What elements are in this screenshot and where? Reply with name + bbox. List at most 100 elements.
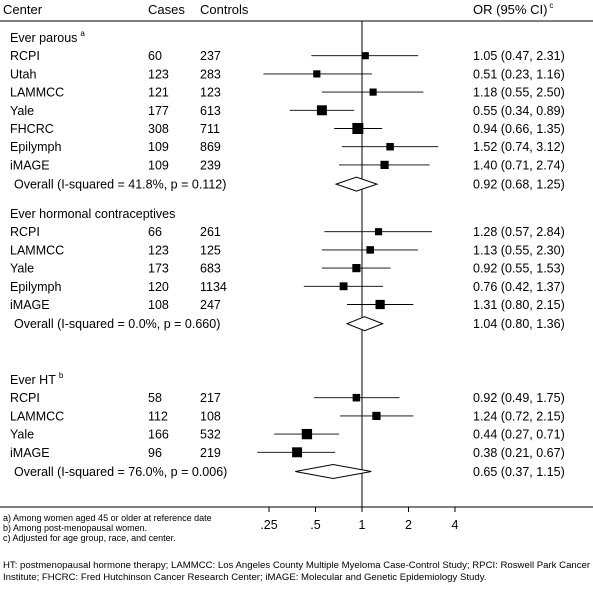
point-estimate (352, 123, 364, 134)
row-controls: 869 (200, 140, 221, 154)
row-cases: 66 (148, 225, 162, 239)
row-or-text: 1.52 (0.74, 3.12) (473, 140, 565, 154)
point-estimate (316, 105, 327, 116)
overall-or-text: 0.65 (0.37, 1.15) (473, 465, 565, 479)
group-label-text: Ever hormonal contraceptives (10, 207, 175, 221)
plot-frame (0, 20, 593, 508)
row-controls: 283 (200, 67, 221, 81)
point-estimate (292, 447, 303, 458)
row-controls: 219 (200, 446, 221, 460)
row-cases: 123 (148, 243, 169, 257)
note-b: b) Among post-menopausal women. (3, 523, 147, 533)
x-tick-label: .25 (260, 518, 277, 532)
point-estimate (386, 142, 394, 151)
plot-notes: a) Among women aged 45 or older at refer… (3, 513, 212, 543)
overall-label: Overall (I-squared = 41.8%, p = 0.112) (14, 178, 226, 192)
x-tick-label: 2 (405, 518, 412, 532)
study-rows: Ever parous a RCPI 60 237 1.05 (0.47, 2.31) Ut… (10, 29, 565, 480)
row-controls: 683 (200, 262, 221, 276)
x-tick-label: 1 (359, 518, 366, 532)
x-axis: .25 .5 1 2 4 (260, 507, 459, 532)
row-cases: 109 (148, 140, 169, 154)
row-cases: 96 (148, 446, 162, 460)
row-controls: 237 (200, 49, 221, 63)
overall-diamond (295, 463, 372, 480)
group-label: Ever HT b (10, 371, 64, 387)
point-estimate (352, 393, 361, 402)
row-or-text: 1.28 (0.57, 2.84) (473, 225, 565, 239)
row-or-text: 0.55 (0.34, 0.89) (473, 104, 565, 118)
row-controls: 217 (200, 391, 221, 405)
row-center: Yale (10, 104, 34, 118)
row-center: Utah (10, 67, 36, 81)
overall-diamond (334, 176, 379, 192)
row-center: Yale (10, 262, 34, 276)
row-cases: 120 (148, 280, 169, 294)
row-or-text: 1.40 (0.71, 2.74) (473, 158, 565, 172)
note-a: a) Among women aged 45 or older at refer… (3, 513, 212, 523)
row-or-text: 1.24 (0.72, 2.15) (473, 409, 565, 423)
header-or: OR (95% CI) c (473, 1, 553, 17)
row-cases: 308 (148, 122, 169, 136)
header-cases: Cases (148, 2, 185, 17)
row-or-text: 0.44 (0.27, 0.71) (473, 428, 565, 442)
row-cases: 60 (148, 49, 162, 63)
row-center: RCPI (10, 49, 40, 63)
row-cases: 109 (148, 158, 169, 172)
row-cases: 108 (148, 298, 169, 312)
row-center: LAMMCC (10, 86, 64, 100)
point-estimate (380, 160, 389, 169)
x-tick-label: 4 (452, 518, 459, 532)
overall-label: Overall (I-squared = 76.0%, p = 0.006) (14, 465, 227, 479)
note-c: c) Adjusted for age group, race, and cen… (3, 533, 176, 543)
overall-or-text: 1.04 (0.80, 1.36) (473, 317, 565, 331)
row-or-text: 0.38 (0.21, 0.67) (473, 446, 565, 460)
row-controls: 108 (200, 409, 221, 423)
row-cases: 121 (148, 86, 169, 100)
forest-plot: Center Cases Controls OR (95% CI) c Ever … (0, 1, 593, 543)
row-or-text: 1.18 (0.55, 2.50) (473, 86, 565, 100)
header-or-sup: c (549, 1, 553, 10)
group-label-text: Ever parous (10, 31, 77, 45)
point-estimate (313, 70, 321, 78)
row-center: FHCRC (10, 122, 54, 136)
row-controls: 239 (200, 158, 221, 172)
point-estimate (372, 411, 381, 420)
row-center: LAMMCC (10, 243, 64, 257)
point-estimate (369, 88, 377, 96)
row-cases: 123 (148, 67, 169, 81)
group-label-text: Ever HT (10, 373, 56, 387)
row-controls: 1134 (200, 280, 227, 294)
row-center: iMAGE (10, 158, 50, 172)
point-estimate (375, 299, 385, 310)
row-controls: 123 (200, 86, 221, 100)
row-controls: 711 (200, 122, 220, 136)
row-or-text: 1.13 (0.55, 2.30) (473, 243, 565, 257)
row-or-text: 0.76 (0.42, 1.37) (473, 280, 565, 294)
group-label: Ever parous a (10, 29, 85, 45)
row-cases: 177 (148, 104, 169, 118)
header-controls: Controls (200, 2, 249, 17)
group-label: Ever hormonal contraceptives (10, 207, 175, 221)
row-or-text: 0.94 (0.66, 1.35) (473, 122, 565, 136)
row-center: Epilymph (10, 140, 61, 154)
footnote: HT: postmenopausal hormone therapy; LAMM… (3, 560, 591, 584)
group-label-sup: b (59, 371, 64, 380)
overall-label: Overall (I-squared = 0.0%, p = 0.660) (14, 317, 220, 331)
overall-diamond (345, 316, 385, 332)
x-tick-label: .5 (310, 518, 320, 532)
point-estimate (374, 228, 383, 236)
row-or-text: 1.31 (0.80, 2.15) (473, 298, 565, 312)
point-estimate (301, 428, 313, 440)
group-label-sup: a (80, 29, 85, 38)
row-cases: 112 (148, 409, 168, 423)
row-cases: 166 (148, 428, 169, 442)
row-controls: 613 (200, 104, 221, 118)
point-estimate (366, 246, 374, 254)
row-controls: 247 (200, 298, 221, 312)
row-cases: 173 (148, 262, 169, 276)
point-estimate (361, 52, 369, 60)
row-center: iMAGE (10, 298, 50, 312)
row-center: Yale (10, 428, 34, 442)
column-headers: Center Cases Controls OR (95% CI) c (3, 1, 553, 17)
